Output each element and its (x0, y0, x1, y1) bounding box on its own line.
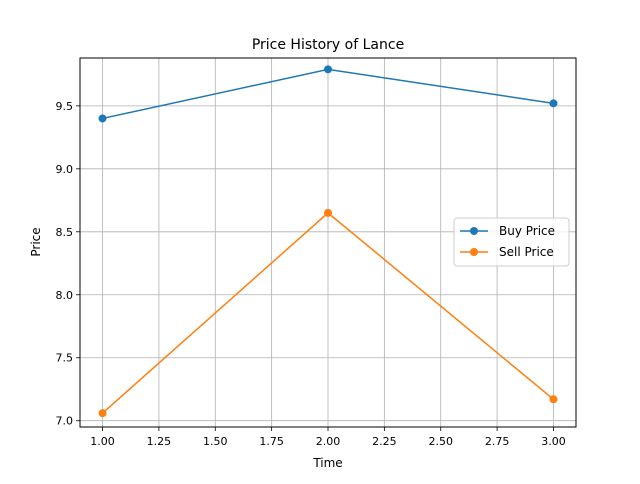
sell-price-legend-marker (470, 248, 478, 256)
buy-price-legend-marker (470, 227, 478, 235)
y-tick-label: 7.0 (56, 415, 74, 428)
sell-price-legend-label: Sell Price (499, 245, 554, 259)
y-tick-label: 7.5 (56, 352, 74, 365)
y-tick-label: 9.0 (56, 163, 74, 176)
legend-box (453, 217, 570, 267)
x-tick-label: 2.50 (428, 435, 453, 448)
buy-price-point (549, 99, 558, 108)
sell-price-point (324, 208, 332, 217)
x-tick-label: 1.25 (147, 435, 172, 448)
legend: Buy Price Sell Price (453, 217, 570, 267)
grid (80, 58, 576, 427)
x-tick-label: 2.75 (485, 435, 510, 448)
x-tick-label: 1.75 (259, 435, 284, 448)
x-tick-label: 3.00 (541, 435, 566, 448)
x-tick-label: 1.00 (90, 435, 115, 448)
y-tick-label: 8.5 (56, 226, 74, 239)
sell-price-point (98, 409, 107, 418)
sell-price-point (549, 395, 558, 404)
x-tick-label: 2.25 (372, 435, 397, 448)
x-tick-label: 1.50 (203, 435, 228, 448)
ticks: 1.00 1.25 1.50 1.75 2.00 2.25 2.50 2.75 3.00 7.0 7… (56, 100, 566, 448)
y-tick-label: 8.0 (56, 289, 74, 302)
x-axis-label: Time (312, 456, 342, 470)
buy-price-point (324, 65, 332, 74)
buy-price-point (98, 114, 107, 123)
y-axis-label: Price (29, 227, 43, 256)
x-tick-label: 2.00 (316, 435, 341, 448)
series-layer (98, 65, 558, 418)
chart-title: Price History of Lance (252, 37, 404, 53)
y-tick-label: 9.5 (56, 100, 74, 113)
buy-price-legend-label: Buy Price (499, 224, 555, 238)
